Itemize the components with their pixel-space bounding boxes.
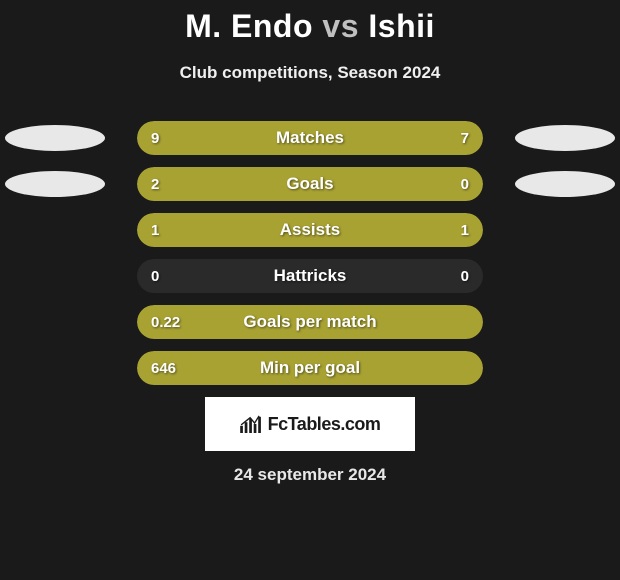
stat-label: Min per goal (137, 351, 483, 385)
avatar-right-slot (510, 121, 620, 155)
stat-label: Assists (137, 213, 483, 247)
page-title: M. Endo vs Ishii (0, 8, 620, 45)
player2-avatar (515, 125, 615, 151)
stat-row: 646Min per goal (0, 351, 620, 385)
avatar-right-slot (510, 259, 620, 293)
avatar-left-slot (0, 213, 110, 247)
avatar-left-slot (0, 259, 110, 293)
stat-bar: 0.22Goals per match (137, 305, 483, 339)
stat-bar: 20Goals (137, 167, 483, 201)
comparison-infographic: M. Endo vs Ishii Club competitions, Seas… (0, 0, 620, 485)
avatar-left-slot (0, 305, 110, 339)
stat-row: 11Assists (0, 213, 620, 247)
stat-label: Hattricks (137, 259, 483, 293)
vs-text: vs (322, 8, 359, 44)
avatar-left-slot (0, 121, 110, 155)
player1-avatar (5, 125, 105, 151)
player2-name: Ishii (368, 8, 435, 44)
avatar-right-slot (510, 305, 620, 339)
player1-avatar (5, 171, 105, 197)
avatar-right-slot (510, 213, 620, 247)
stat-row: 0.22Goals per match (0, 305, 620, 339)
avatar-left-slot (0, 351, 110, 385)
stat-bar: 00Hattricks (137, 259, 483, 293)
player1-name: M. Endo (185, 8, 313, 44)
stat-label: Goals per match (137, 305, 483, 339)
stat-bar: 646Min per goal (137, 351, 483, 385)
avatar-left-slot (0, 167, 110, 201)
stat-bar: 11Assists (137, 213, 483, 247)
avatar-right-slot (510, 351, 620, 385)
stat-bar: 97Matches (137, 121, 483, 155)
subtitle: Club competitions, Season 2024 (0, 63, 620, 83)
stats-rows: 97Matches 20Goals 11Assists 00Hattricks 0.22… (0, 121, 620, 385)
stat-row: 97Matches (0, 121, 620, 155)
player2-avatar (515, 171, 615, 197)
footer-logo: FcTables.com (205, 397, 415, 451)
fctables-icon (240, 415, 262, 433)
stat-row: 00Hattricks (0, 259, 620, 293)
stat-label: Goals (137, 167, 483, 201)
footer-brand-text: FcTables.com (268, 414, 381, 435)
footer-date: 24 september 2024 (0, 465, 620, 485)
avatar-right-slot (510, 167, 620, 201)
stat-row: 20Goals (0, 167, 620, 201)
stat-label: Matches (137, 121, 483, 155)
